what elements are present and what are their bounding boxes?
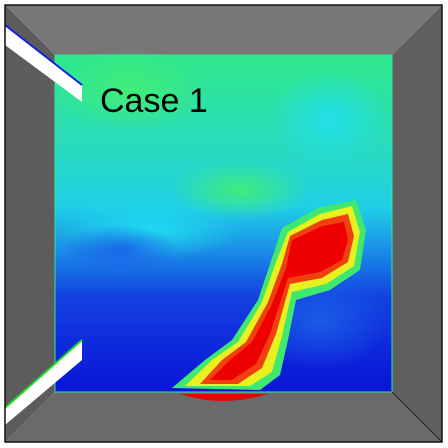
frame-edge bbox=[391, 391, 443, 443]
frame-right bbox=[392, 5, 442, 442]
case-label: Case 1 bbox=[100, 82, 208, 120]
frame-left bbox=[5, 5, 55, 442]
frame-top bbox=[5, 5, 442, 55]
heatmap bbox=[50, 50, 393, 401]
corner-highlight bbox=[5, 25, 82, 102]
corner-edge bbox=[4, 339, 83, 409]
frame-bottom bbox=[5, 392, 442, 442]
corner-edge bbox=[4, 24, 83, 86]
outline bbox=[4, 4, 443, 443]
corner-highlight bbox=[5, 340, 82, 425]
